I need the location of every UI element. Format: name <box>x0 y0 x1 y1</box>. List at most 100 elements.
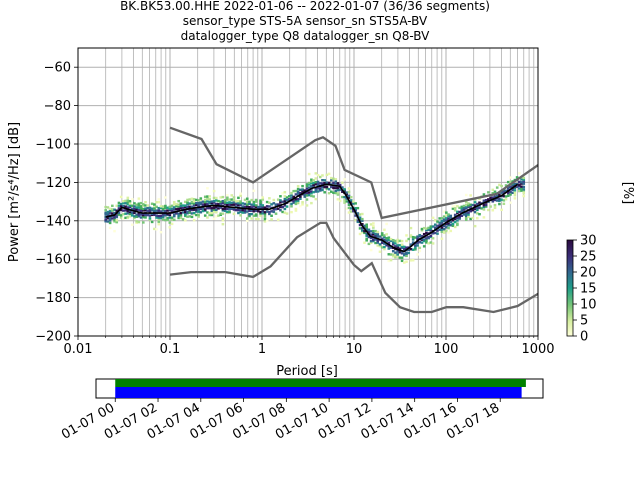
histogram-cell <box>272 202 276 205</box>
histogram-cell <box>206 195 209 198</box>
histogram-cell <box>416 235 419 238</box>
histogram-cell <box>245 217 249 220</box>
histogram-cell <box>177 207 180 211</box>
histogram-cell <box>354 214 357 217</box>
histogram-cell <box>294 202 298 206</box>
histogram-cell <box>460 205 464 208</box>
histogram-cell <box>263 213 267 216</box>
histogram-cell <box>365 237 369 241</box>
histogram-cell <box>458 217 461 220</box>
histogram-cell <box>157 218 161 222</box>
histogram-cell <box>369 236 373 240</box>
histogram-cell <box>383 238 386 242</box>
histogram-cell <box>312 179 315 182</box>
histogram-cell <box>210 200 214 203</box>
histogram-cell <box>358 216 362 219</box>
histogram-cell <box>166 218 169 222</box>
histogram-cell <box>318 187 322 190</box>
histogram-cell <box>438 217 441 220</box>
histogram-cell <box>358 218 362 221</box>
histogram-cell <box>245 197 249 200</box>
histogram-cell <box>343 195 346 199</box>
histogram-cell <box>197 204 200 207</box>
histogram-cell <box>261 196 265 199</box>
histogram-cell <box>358 227 362 230</box>
histogram-cell <box>325 173 329 177</box>
histogram-cell <box>391 243 395 246</box>
histogram-cell <box>226 207 229 211</box>
histogram-cell <box>223 199 227 202</box>
histogram-cell <box>294 209 298 212</box>
histogram-cell <box>137 206 141 209</box>
histogram-cell <box>217 199 220 203</box>
histogram-cell <box>141 207 145 211</box>
histogram-cell <box>378 243 382 246</box>
histogram-cell <box>332 177 335 180</box>
histogram-cell <box>400 259 404 263</box>
histogram-cell <box>345 193 349 196</box>
histogram-cell <box>210 209 214 212</box>
histogram-cell <box>119 216 123 219</box>
histogram-cell <box>445 229 448 233</box>
histogram-cell <box>201 209 205 213</box>
histogram-cell <box>378 250 382 253</box>
histogram-cell <box>440 219 444 223</box>
histogram-cell <box>511 184 514 188</box>
histogram-cell <box>520 185 523 188</box>
histogram-cell <box>383 247 386 251</box>
histogram-cell <box>184 219 187 222</box>
histogram-cell <box>462 204 466 208</box>
histogram-cell <box>484 205 488 208</box>
histogram-cell <box>440 217 444 220</box>
histogram-cell <box>372 222 375 225</box>
histogram-cell <box>172 206 176 209</box>
histogram-cell <box>195 208 198 211</box>
histogram-cell <box>456 222 459 225</box>
histogram-cell <box>170 216 174 219</box>
histogram-cell <box>495 199 499 202</box>
histogram-cell <box>212 189 216 193</box>
histogram-cell <box>214 215 218 218</box>
histogram-cell <box>124 199 127 203</box>
histogram-cell <box>177 199 180 203</box>
histogram-cell <box>391 255 395 258</box>
histogram-cell <box>208 195 211 198</box>
histogram-cell <box>513 197 517 200</box>
colorbar-label: [%] <box>620 182 635 205</box>
histogram-cell <box>228 208 231 211</box>
histogram-cell <box>261 198 265 201</box>
histogram-cell <box>181 211 185 214</box>
histogram-cell <box>458 215 461 219</box>
histogram-cell <box>411 238 415 241</box>
histogram-cell <box>467 213 470 216</box>
histogram-cell <box>153 213 156 217</box>
histogram-cell <box>137 204 141 207</box>
histogram-cell <box>411 235 415 239</box>
histogram-cell <box>228 198 231 201</box>
histogram-cell <box>363 241 366 244</box>
histogram-cell <box>230 198 234 201</box>
histogram-cell <box>197 210 200 213</box>
histogram-cell <box>482 193 486 196</box>
histogram-cell <box>119 202 123 206</box>
histogram-cell <box>285 205 289 208</box>
histogram-cell <box>310 182 313 185</box>
histogram-cell <box>248 200 251 203</box>
histogram-cell <box>518 183 521 186</box>
histogram-cell <box>522 194 526 198</box>
histogram-cell <box>391 241 395 244</box>
histogram-cell <box>321 182 324 185</box>
histogram-cell <box>493 190 497 193</box>
histogram-cell <box>460 206 464 210</box>
histogram-cell <box>334 178 338 181</box>
histogram-cell <box>172 214 176 218</box>
histogram-cell <box>429 227 433 230</box>
histogram-cell <box>338 183 342 187</box>
histogram-cell <box>323 181 326 185</box>
histogram-cell <box>190 202 194 205</box>
histogram-cell <box>303 193 307 196</box>
histogram-cell <box>427 226 430 230</box>
histogram-cell <box>387 241 391 244</box>
histogram-cell <box>409 226 413 230</box>
histogram-cell <box>113 216 116 219</box>
